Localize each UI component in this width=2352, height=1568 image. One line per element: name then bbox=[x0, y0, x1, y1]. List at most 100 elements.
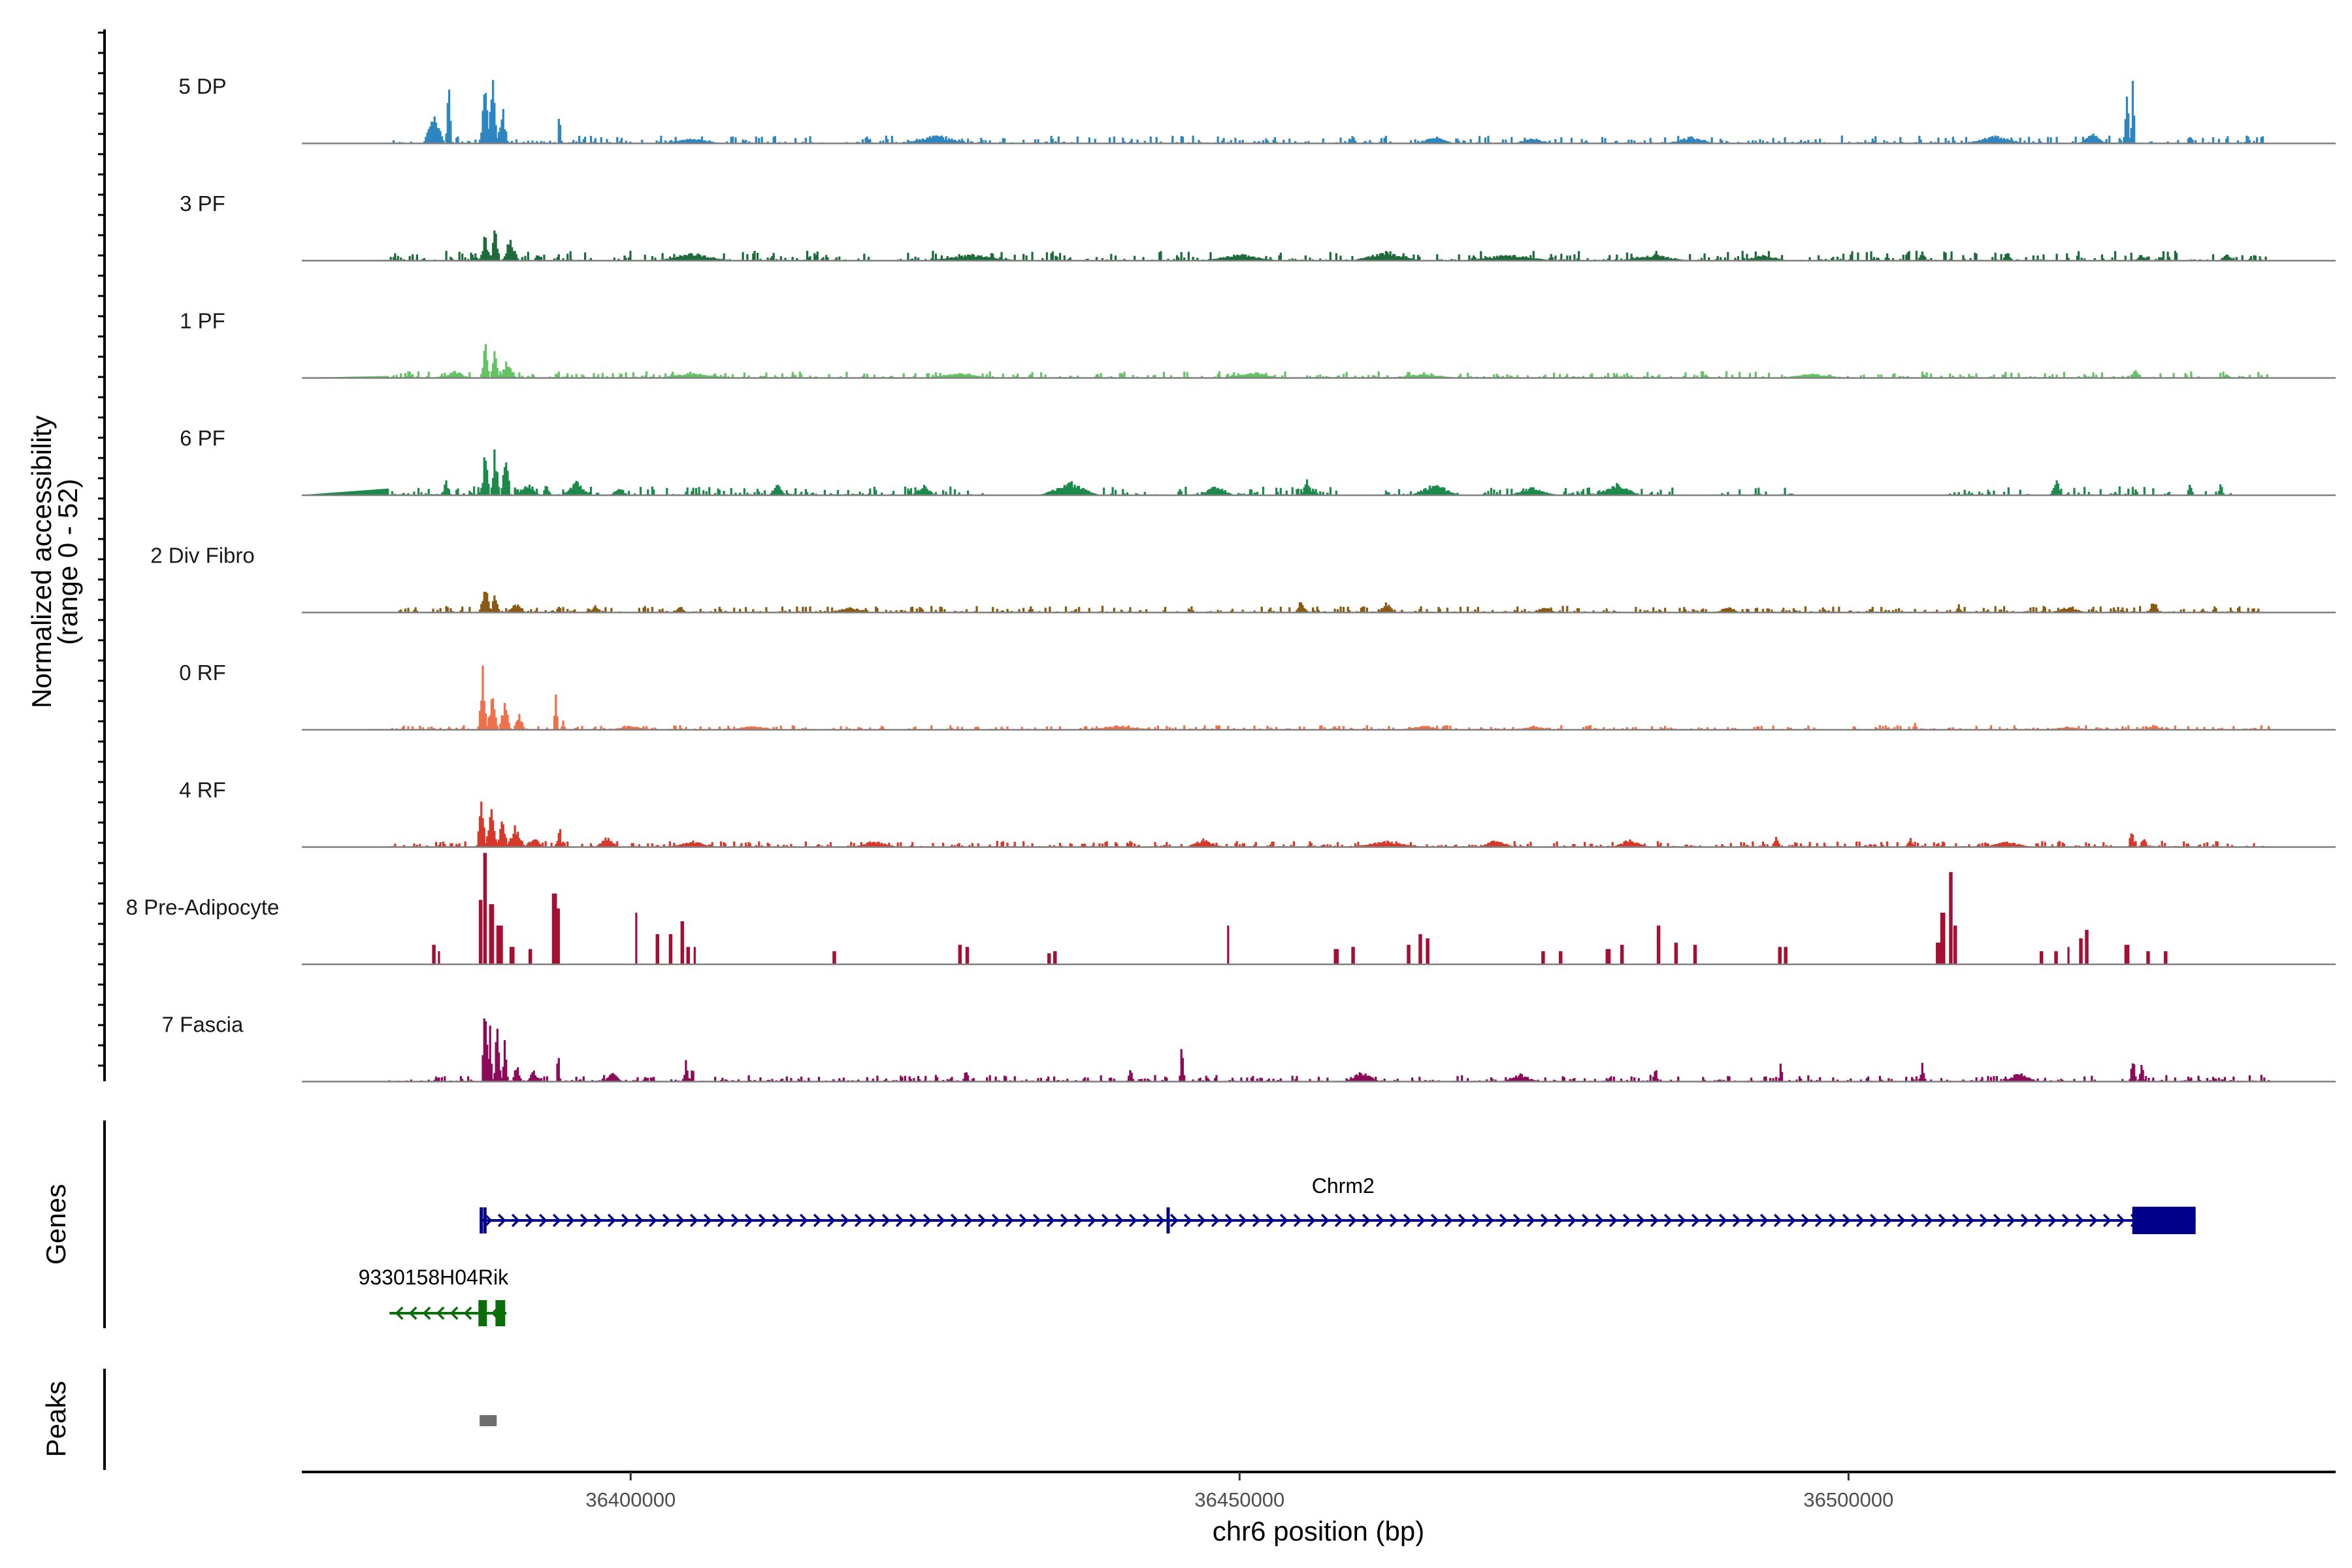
strand-arrow bbox=[1238, 1213, 1247, 1228]
strand-arrow bbox=[2048, 1213, 2057, 1228]
strand-arrow bbox=[395, 1306, 404, 1320]
track-label: 7 Fascia bbox=[162, 1013, 244, 1037]
strand-arrow bbox=[881, 1213, 890, 1228]
strand-arrow bbox=[1087, 1213, 1096, 1228]
gene-exon bbox=[483, 1207, 487, 1233]
strand-arrow bbox=[1101, 1213, 1110, 1228]
strand-arrow bbox=[730, 1213, 740, 1228]
strand-arrow bbox=[2006, 1213, 2016, 1228]
strand-arrow bbox=[744, 1213, 753, 1228]
strand-arrow bbox=[868, 1213, 877, 1228]
gene-label: Chrm2 bbox=[1312, 1174, 1375, 1198]
strand-arrow bbox=[1307, 1213, 1316, 1228]
strand-arrow bbox=[1032, 1213, 1041, 1228]
strand-arrow bbox=[1389, 1213, 1398, 1228]
track-label: 6 PF bbox=[180, 426, 225, 450]
strand-arrow bbox=[758, 1213, 767, 1228]
track-label: 0 RF bbox=[179, 661, 226, 685]
track-label: 3 PF bbox=[180, 191, 225, 216]
track-label: 1 PF bbox=[180, 309, 225, 333]
strand-arrow bbox=[1869, 1213, 1878, 1228]
strand-arrow bbox=[1732, 1213, 1741, 1228]
strand-arrow bbox=[1663, 1213, 1673, 1228]
strand-arrow bbox=[1636, 1213, 1645, 1228]
strand-arrow bbox=[1416, 1213, 1426, 1228]
strand-arrow bbox=[1924, 1213, 1933, 1228]
track-label: 5 DP bbox=[178, 74, 226, 99]
strand-arrow bbox=[552, 1213, 561, 1228]
strand-arrow bbox=[1910, 1213, 1919, 1228]
strand-arrow bbox=[525, 1213, 534, 1228]
strand-arrow bbox=[1855, 1213, 1865, 1228]
strand-arrow bbox=[840, 1213, 849, 1228]
strand-arrow bbox=[2034, 1213, 2043, 1228]
strand-arrow bbox=[1718, 1213, 1727, 1228]
strand-arrow bbox=[1279, 1213, 1288, 1228]
strand-arrow bbox=[1073, 1213, 1083, 1228]
strand-arrow bbox=[1211, 1213, 1220, 1228]
strand-arrow bbox=[854, 1213, 863, 1228]
strand-arrow bbox=[2089, 1213, 2098, 1228]
strand-arrow bbox=[1183, 1213, 1192, 1228]
strand-arrow bbox=[1320, 1213, 1330, 1228]
strand-arrow bbox=[1787, 1213, 1796, 1228]
strand-arrow bbox=[1650, 1213, 1659, 1228]
strand-arrow bbox=[1512, 1213, 1522, 1228]
coverage-track: 1 PF bbox=[180, 309, 2336, 379]
track-label: 8 Pre-Adipocyte bbox=[126, 895, 280, 919]
strand-arrow bbox=[1005, 1213, 1014, 1228]
strand-arrow bbox=[1622, 1213, 1631, 1228]
strand-arrow bbox=[1348, 1213, 1357, 1228]
strand-arrow bbox=[813, 1213, 822, 1228]
strand-arrow bbox=[1979, 1213, 1988, 1228]
gene-exon bbox=[480, 1207, 483, 1233]
x-axis-title: chr6 position (bp) bbox=[1213, 1516, 1425, 1546]
strand-arrow bbox=[566, 1213, 575, 1228]
strand-arrow bbox=[799, 1213, 808, 1228]
strand-arrow bbox=[1595, 1213, 1604, 1228]
strand-arrow bbox=[923, 1213, 932, 1228]
strand-arrow bbox=[1334, 1213, 1343, 1228]
strand-arrow bbox=[1526, 1213, 1535, 1228]
gene-model: Chrm2 bbox=[480, 1174, 2196, 1234]
strand-arrow bbox=[1156, 1213, 1165, 1228]
peaks-panel-label: Peaks bbox=[41, 1381, 71, 1458]
strand-arrow bbox=[436, 1306, 445, 1320]
strand-arrow bbox=[1115, 1213, 1124, 1228]
peak-region bbox=[480, 1415, 497, 1426]
x-tick-label: 36500000 bbox=[1803, 1488, 1893, 1511]
strand-arrow bbox=[1362, 1213, 1371, 1228]
strand-arrow bbox=[717, 1213, 726, 1228]
strand-arrow bbox=[772, 1213, 781, 1228]
x-tick-label: 36400000 bbox=[585, 1488, 676, 1511]
strand-arrow bbox=[1128, 1213, 1137, 1228]
strand-arrow bbox=[977, 1213, 987, 1228]
coverage-tracks: 5 DP 3 PF 1 PF 6 PF 2 Div Fibro 0 RF 4 RF 8 Pre… bbox=[126, 74, 2336, 1083]
strand-arrow bbox=[2020, 1213, 2029, 1228]
strand-arrow bbox=[1705, 1213, 1714, 1228]
strand-arrow bbox=[991, 1213, 1000, 1228]
strand-arrow bbox=[1746, 1213, 1755, 1228]
strand-arrow bbox=[936, 1213, 945, 1228]
strand-arrow bbox=[1842, 1213, 1851, 1228]
strand-arrow bbox=[1581, 1213, 1590, 1228]
strand-arrow bbox=[2102, 1213, 2112, 1228]
track-label: 2 Div Fibro bbox=[150, 544, 255, 568]
strand-arrow bbox=[511, 1213, 520, 1228]
strand-arrow bbox=[1060, 1213, 1069, 1228]
strand-arrow bbox=[1993, 1213, 2002, 1228]
strand-arrow bbox=[463, 1306, 472, 1320]
strand-arrow bbox=[1814, 1213, 1823, 1228]
strand-arrow bbox=[1375, 1213, 1384, 1228]
gene-exon bbox=[478, 1300, 487, 1326]
gene-exon bbox=[2132, 1207, 2196, 1234]
strand-arrow bbox=[676, 1213, 685, 1228]
genes-panel-label: Genes bbox=[41, 1184, 71, 1265]
strand-arrow bbox=[1197, 1213, 1206, 1228]
x-tick-label: 36450000 bbox=[1194, 1488, 1284, 1511]
strand-arrow bbox=[950, 1213, 959, 1228]
strand-arrow bbox=[422, 1306, 431, 1320]
gene-exon bbox=[1166, 1207, 1170, 1233]
